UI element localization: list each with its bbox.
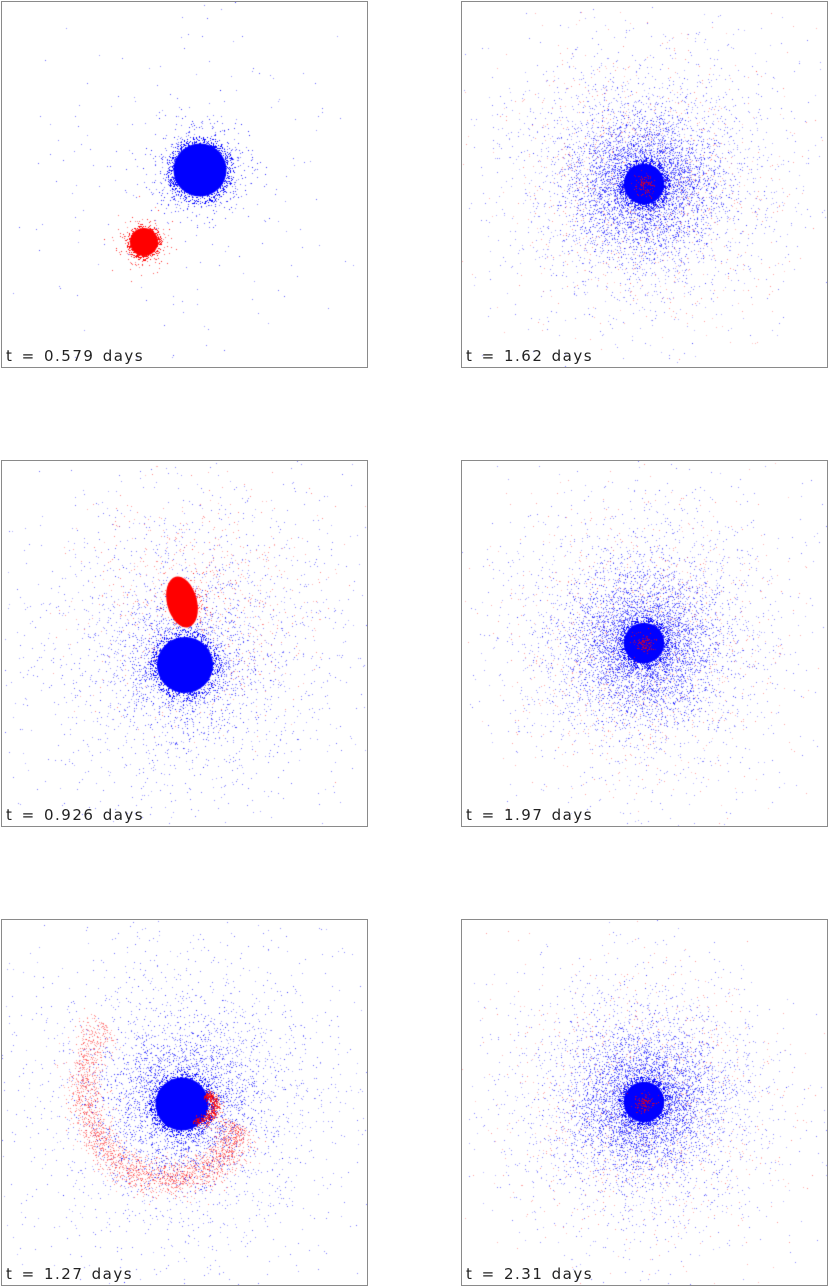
time-label: t = 0.579 days [6, 347, 145, 365]
time-label: t = 1.97 days [466, 806, 594, 824]
time-label: t = 2.31 days [466, 1265, 594, 1283]
time-label: t = 1.27 days [6, 1265, 134, 1283]
time-label: t = 0.926 days [6, 806, 145, 824]
snapshot-panel-4: t = 1.97 days [461, 460, 828, 827]
particle-plot [2, 2, 367, 367]
particle-plot [462, 461, 827, 826]
particle-plot [462, 920, 827, 1285]
particle-plot [2, 461, 367, 826]
particle-plot [462, 2, 827, 367]
particle-plot [2, 920, 367, 1285]
snapshot-panel-1: t = 0.579 days [1, 1, 368, 368]
snapshot-panel-6: t = 2.31 days [461, 919, 828, 1286]
time-label: t = 1.62 days [466, 347, 594, 365]
snapshot-panel-3: t = 0.926 days [1, 460, 368, 827]
snapshot-panel-5: t = 1.27 days [1, 919, 368, 1286]
snapshot-panel-2: t = 1.62 days [461, 1, 828, 368]
